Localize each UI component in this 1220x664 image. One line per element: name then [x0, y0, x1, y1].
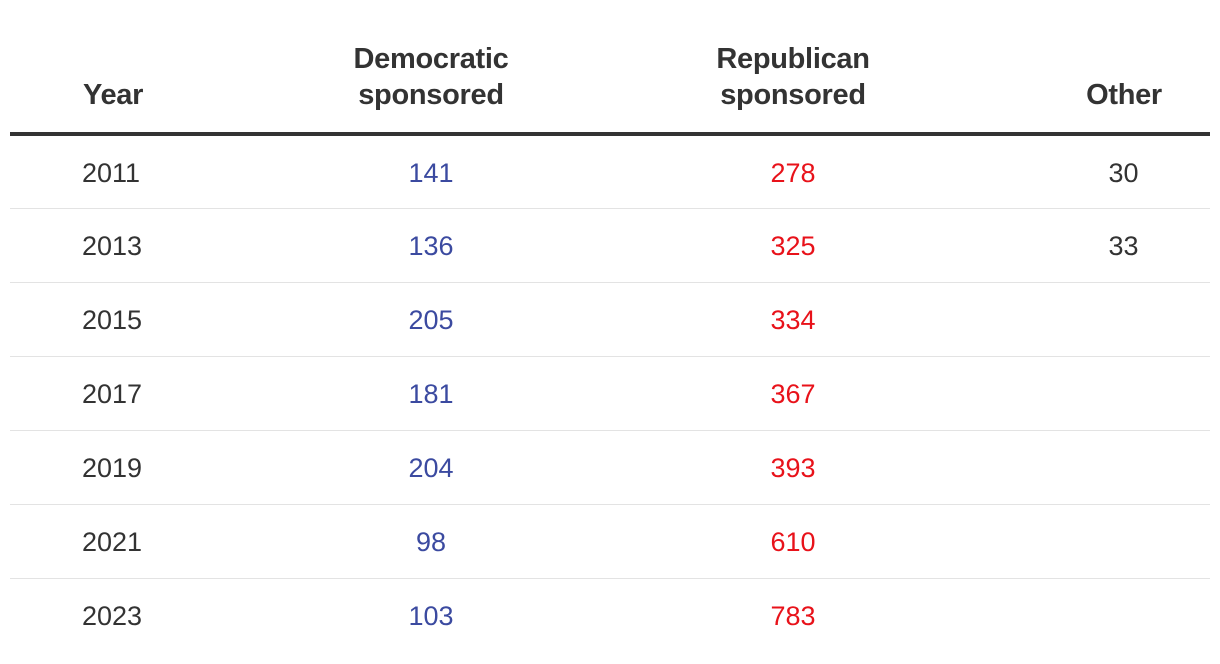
cell-democratic: 204	[216, 430, 646, 505]
column-header-democratic-line2: sponsored	[358, 79, 504, 111]
cell-year: 2017	[10, 356, 216, 431]
cell-democratic: 141	[216, 134, 646, 209]
table-row: 2021 98 610	[10, 504, 1210, 579]
table-row: 2011 141 278 30	[10, 134, 1210, 209]
cell-other: 30	[940, 134, 1210, 209]
cell-democratic: 181	[216, 356, 646, 431]
column-header-republican-line1: Republican	[716, 43, 870, 75]
column-header-other-line: Other	[1086, 79, 1162, 111]
column-header-republican: Republican sponsored	[646, 0, 940, 136]
cell-democratic: 136	[216, 208, 646, 283]
cell-other	[940, 504, 1210, 579]
cell-republican: 334	[646, 282, 940, 357]
column-header-year-line: Year	[83, 79, 144, 111]
table-row: 2017 181 367	[10, 356, 1210, 431]
cell-other	[940, 282, 1210, 357]
column-header-other: Other	[940, 0, 1210, 136]
column-header-democratic-line1: Democratic	[353, 43, 509, 75]
cell-other	[940, 430, 1210, 505]
cell-other	[940, 578, 1210, 652]
header-row: Year Democratic sponsored Republican spo…	[10, 0, 1210, 136]
cell-democratic: 98	[216, 504, 646, 579]
table-header: Year Democratic sponsored Republican spo…	[10, 0, 1210, 136]
cell-year: 2021	[10, 504, 216, 579]
column-header-democratic: Democratic sponsored	[216, 0, 646, 136]
cell-republican: 325	[646, 208, 940, 283]
bills-table: Year Democratic sponsored Republican spo…	[10, 0, 1210, 652]
cell-year: 2011	[10, 134, 216, 209]
cell-year: 2015	[10, 282, 216, 357]
cell-republican: 610	[646, 504, 940, 579]
table-row: 2013 136 325 33	[10, 208, 1210, 283]
table-body: 2011 141 278 30 2013 136 325 33 2015 205 334 2017 18…	[10, 134, 1210, 652]
cell-year: 2023	[82, 601, 143, 632]
data-table-container: Year Democratic sponsored Republican spo…	[10, 0, 1210, 652]
cell-democratic: 205	[216, 282, 646, 357]
table-row: 2019 204 393	[10, 430, 1210, 505]
cell-republican: 367	[646, 356, 940, 431]
cell-other: 33	[940, 208, 1210, 283]
table-row: 2015 205 334	[10, 282, 1210, 357]
cell-year: 2013	[10, 208, 216, 283]
cell-year: 2019	[10, 430, 216, 505]
cell-democratic: 103	[408, 601, 454, 632]
cell-other	[940, 356, 1210, 431]
cell-republican: 278	[646, 134, 940, 209]
column-header-year: Year	[10, 0, 216, 136]
cell-republican: 783	[770, 601, 816, 632]
table-row: 2023 103 783	[10, 578, 1210, 652]
column-header-republican-line2: sponsored	[720, 79, 866, 111]
cell-republican: 393	[646, 430, 940, 505]
